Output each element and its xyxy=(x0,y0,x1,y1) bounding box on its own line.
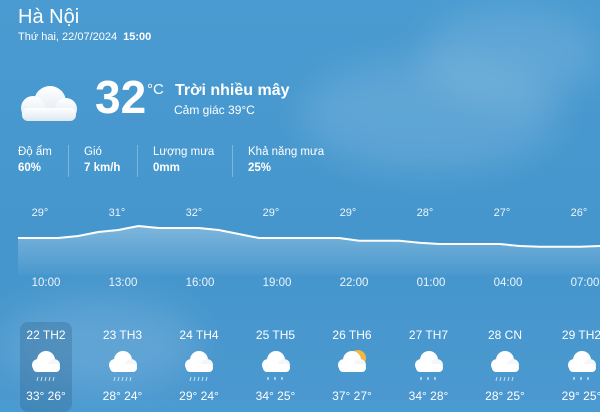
feels-like: Cảm giác 39°C xyxy=(174,103,255,117)
hourly-time-label: 22:00 xyxy=(340,277,369,289)
stat-label: Lượng mưa xyxy=(153,146,214,158)
hourly-time-label: 13:00 xyxy=(109,277,138,289)
cloud-drizzle-icon xyxy=(566,348,598,391)
day-label: 25 TH5 xyxy=(250,328,302,342)
current-temperature: 32 xyxy=(95,74,146,120)
stat-humidity: Độ ẩm 60% xyxy=(18,144,52,176)
hourly-time-label: 01:00 xyxy=(417,277,446,289)
day-label: 26 TH6 xyxy=(326,328,378,342)
day-23-th3[interactable]: 23 TH3 28° 24° xyxy=(97,322,149,412)
divider xyxy=(232,145,233,177)
date: Thứ hai, 22/07/2024 xyxy=(18,31,117,43)
stat-value: 0mm xyxy=(153,160,214,176)
day-temp-range: 29° 25° xyxy=(556,389,600,403)
cloud-rain-icon xyxy=(107,348,139,391)
day-25-th5[interactable]: 25 TH5 34° 25° xyxy=(250,322,302,412)
cloud-icon xyxy=(16,84,80,122)
hourly-time-label: 04:00 xyxy=(494,277,523,289)
cloud-rain-icon xyxy=(30,348,62,391)
cloud-drizzle-icon xyxy=(413,348,445,391)
hourly-time-label: 10:00 xyxy=(32,277,61,289)
cloud-drizzle-icon xyxy=(260,348,292,391)
day-label: 22 TH2 xyxy=(20,328,72,342)
city-name: Hà Nội xyxy=(18,6,79,29)
day-temp-range: 34° 25° xyxy=(250,389,302,403)
day-temp-range: 37° 27° xyxy=(326,389,378,403)
temperature-unit: °C xyxy=(147,81,164,98)
day-temp-range: 29° 24° xyxy=(173,389,225,403)
hourly-time-label: 16:00 xyxy=(186,277,215,289)
temperature-area xyxy=(18,226,600,275)
day-label: 27 TH7 xyxy=(403,328,455,342)
stat-value: 7 km/h xyxy=(84,160,120,176)
day-24-th4[interactable]: 24 TH4 29° 24° xyxy=(173,322,225,412)
stat-label: Độ ẩm xyxy=(18,146,52,158)
time: 15:00 xyxy=(123,31,151,43)
divider xyxy=(68,145,69,177)
stat-label: Khả năng mưa xyxy=(248,146,324,158)
day-26-th6[interactable]: 26 TH6 37° 27° xyxy=(326,322,378,412)
stat-value: 25% xyxy=(248,160,324,176)
weather-condition: Trời nhiều mây xyxy=(175,82,290,100)
day-22-th2[interactable]: 22 TH2 33° 26° xyxy=(20,322,72,412)
day-temp-range: 28° 24° xyxy=(97,389,149,403)
stat-precipitation: Lượng mưa 0mm xyxy=(153,144,214,176)
day-28-cn[interactable]: 28 CN 28° 25° xyxy=(479,322,531,412)
date-time: Thứ hai, 22/07/2024 15:00 xyxy=(18,31,151,43)
cloud-rain-icon xyxy=(489,348,521,391)
day-temp-range: 33° 26° xyxy=(20,389,72,403)
day-label: 29 TH2 xyxy=(556,328,600,342)
stat-value: 60% xyxy=(18,160,52,176)
hourly-temperature-chart xyxy=(0,200,600,275)
sun-cloud-icon xyxy=(336,348,368,391)
stat-rain-chance: Khả năng mưa 25% xyxy=(248,144,324,176)
day-label: 28 CN xyxy=(479,328,531,342)
stat-wind: Gió 7 km/h xyxy=(84,144,120,176)
day-label: 24 TH4 xyxy=(173,328,225,342)
day-temp-range: 34° 28° xyxy=(403,389,455,403)
hourly-time-label: 19:00 xyxy=(263,277,292,289)
hourly-time-label: 07:00 xyxy=(571,277,600,289)
cloud-rain-icon xyxy=(183,348,215,391)
day-27-th7[interactable]: 27 TH7 34° 28° xyxy=(403,322,455,412)
day-temp-range: 28° 25° xyxy=(479,389,531,403)
day-label: 23 TH3 xyxy=(97,328,149,342)
background-cloud xyxy=(420,10,600,100)
stat-label: Gió xyxy=(84,146,102,158)
divider xyxy=(137,145,138,177)
day-29-th2[interactable]: 29 TH2 29° 25° xyxy=(556,322,600,412)
